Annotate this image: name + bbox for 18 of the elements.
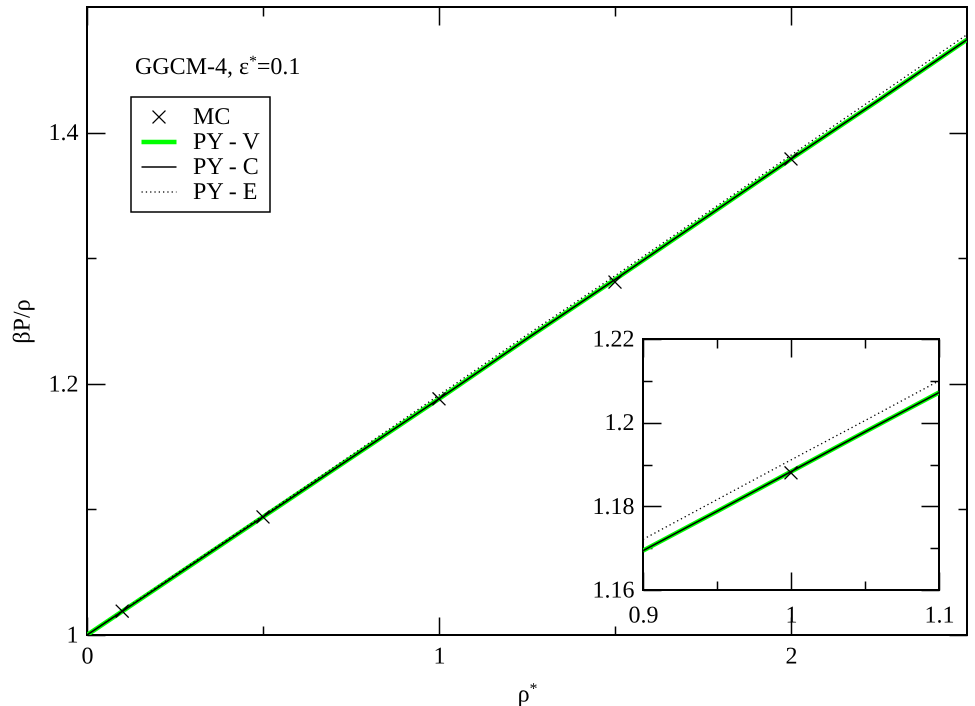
legend-label: PY - V: [193, 129, 260, 155]
y-tick-label: 1: [66, 622, 78, 648]
legend-label: PY - E: [193, 179, 258, 205]
x-tick-label: 0: [82, 644, 94, 670]
y-tick-label: 1.2: [604, 410, 634, 436]
x-tick-label: 0.9: [628, 602, 658, 628]
x-tick-label: 1.1: [924, 602, 954, 628]
y-axis-title: βP/ρ: [10, 299, 36, 344]
y-tick-label: 1.4: [48, 120, 78, 146]
y-tick-label: 1.2: [48, 371, 78, 398]
y-tick-label: 1.22: [592, 326, 634, 352]
x-tick-label: 1: [434, 644, 446, 670]
annotation: GGCM-4, ε$^{*}$=0.1: [135, 52, 300, 80]
legend-label: MC: [193, 104, 230, 130]
y-tick-label: 1.18: [592, 494, 634, 520]
x-tick-label: 2: [786, 644, 798, 670]
legend-label: PY - C: [193, 154, 259, 180]
y-tick-label: 1.16: [592, 578, 634, 604]
